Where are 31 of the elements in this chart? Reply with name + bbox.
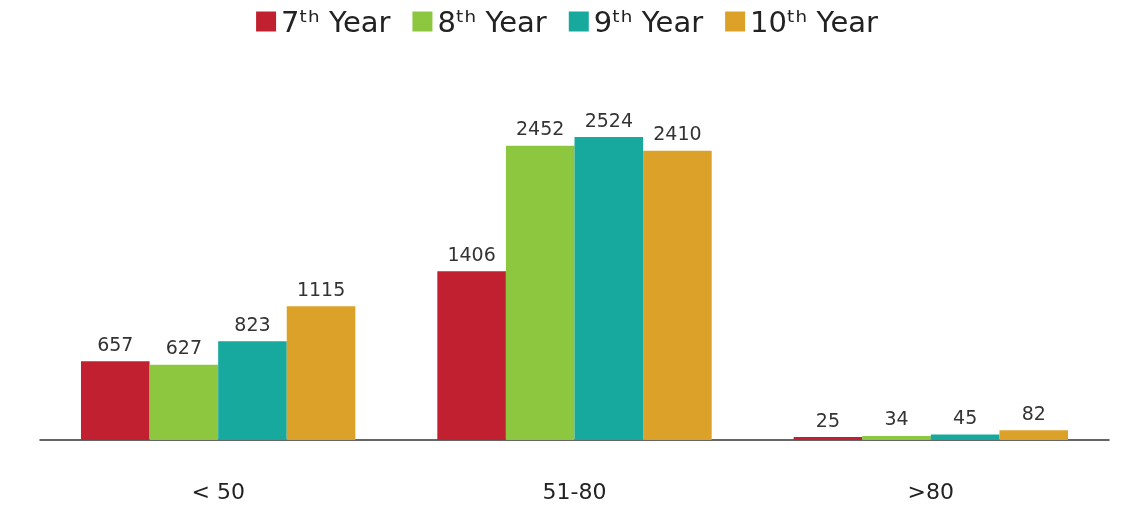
- bar: [505, 145, 575, 440]
- bar: [930, 434, 1000, 440]
- data-label: 34: [884, 407, 909, 430]
- legend-label: 7ᵗʰ Year: [281, 4, 391, 39]
- bar: [999, 430, 1069, 440]
- bar: [643, 150, 712, 440]
- data-label: 657: [97, 332, 134, 355]
- bar: [80, 361, 150, 440]
- data-label: 1406: [447, 242, 496, 265]
- bar: [218, 341, 287, 440]
- bar: [437, 271, 506, 440]
- data-label: 45: [953, 406, 978, 429]
- data-label: 627: [165, 336, 202, 359]
- data-label: 1115: [296, 277, 346, 300]
- x-tick-label: 51-80: [542, 478, 607, 504]
- data-label: 25: [815, 408, 841, 431]
- bar: [574, 137, 644, 440]
- bar: [862, 435, 931, 440]
- legend-label: 10ᵗʰ Year: [750, 4, 878, 39]
- bar: [286, 306, 356, 440]
- data-label: 2452: [516, 117, 565, 140]
- data-label: 82: [1021, 401, 1046, 424]
- x-tick-label: >80: [907, 478, 955, 504]
- x-tick-label: < 50: [191, 478, 245, 504]
- bar: [793, 437, 863, 440]
- legend-label: 8ᵗʰ Year: [437, 4, 547, 39]
- data-label: 2524: [584, 108, 633, 131]
- data-label: 823: [234, 312, 271, 335]
- bar: [149, 364, 219, 440]
- legend-label: 9ᵗʰ Year: [593, 4, 704, 39]
- data-label: 2410: [653, 122, 702, 145]
